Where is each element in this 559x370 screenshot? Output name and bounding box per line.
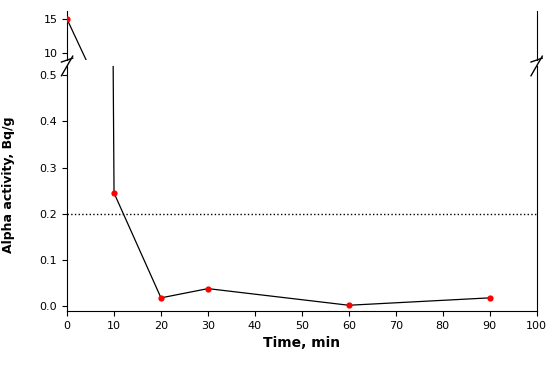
X-axis label: Time, min: Time, min (263, 336, 340, 350)
Text: Alpha activity, Bq/g: Alpha activity, Bq/g (2, 117, 15, 253)
